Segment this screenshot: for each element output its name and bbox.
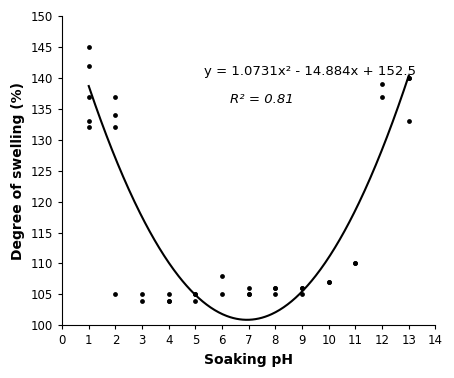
Point (298, 291, 306, 297)
Point (379, 81, 386, 87)
Point (112, 291, 119, 297)
Point (85, 93, 92, 99)
Point (192, 291, 199, 297)
Point (352, 260, 359, 266)
Point (405, 75, 412, 81)
Point (218, 273, 226, 279)
Point (352, 260, 359, 266)
Point (272, 285, 279, 291)
Point (85, 44, 92, 50)
Point (325, 279, 332, 285)
Point (405, 118, 412, 124)
Point (112, 124, 119, 130)
Point (405, 75, 412, 81)
Text: R² = 0.81: R² = 0.81 (230, 93, 294, 106)
Point (192, 291, 199, 297)
Point (138, 291, 146, 297)
Point (245, 291, 252, 297)
Point (165, 297, 173, 304)
Text: y = 1.0731x² - 14.884x + 152.5: y = 1.0731x² - 14.884x + 152.5 (204, 65, 416, 78)
Point (165, 297, 173, 304)
Point (298, 285, 306, 291)
Point (112, 93, 119, 99)
X-axis label: Soaking pH: Soaking pH (204, 353, 293, 367)
Point (272, 291, 279, 297)
Point (218, 291, 226, 297)
Point (85, 62, 92, 68)
Point (245, 285, 252, 291)
Point (165, 291, 173, 297)
Y-axis label: Degree of swelling (%): Degree of swelling (%) (11, 82, 25, 260)
Point (85, 118, 92, 124)
Point (138, 297, 146, 304)
Point (272, 285, 279, 291)
Point (379, 93, 386, 99)
Point (325, 279, 332, 285)
Point (298, 285, 306, 291)
Point (112, 112, 119, 118)
Point (245, 291, 252, 297)
Point (85, 124, 92, 130)
Point (192, 297, 199, 304)
